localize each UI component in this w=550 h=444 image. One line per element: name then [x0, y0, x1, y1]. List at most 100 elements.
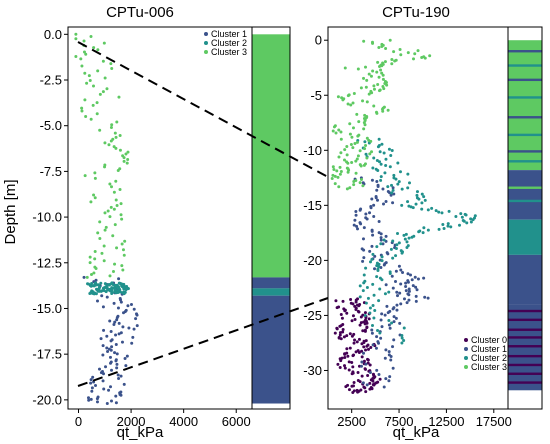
data-point — [121, 268, 125, 272]
data-point — [335, 306, 339, 310]
data-point — [117, 277, 121, 281]
data-point — [449, 225, 453, 229]
data-point — [113, 262, 117, 266]
data-point — [343, 352, 347, 356]
data-point — [114, 401, 118, 405]
x-tick-label: 2500 — [337, 414, 366, 429]
data-point — [355, 112, 359, 116]
data-point — [119, 331, 123, 335]
data-point — [343, 66, 347, 70]
data-point — [95, 397, 99, 401]
data-point — [362, 351, 366, 355]
data-point — [360, 355, 364, 359]
data-point — [362, 359, 366, 363]
data-point — [345, 187, 349, 191]
data-point — [375, 245, 379, 249]
x-axis-ticks: 2500 7500 12500 17500 — [337, 409, 512, 429]
data-point — [108, 215, 112, 219]
data-point — [111, 269, 115, 273]
data-point — [399, 53, 403, 57]
data-point — [352, 381, 356, 385]
data-point — [415, 193, 419, 197]
data-point — [105, 402, 109, 406]
data-point — [392, 315, 396, 319]
data-point — [410, 278, 414, 282]
data-point — [91, 103, 95, 107]
data-point — [382, 151, 386, 155]
y-tick-label: -5 — [310, 88, 322, 103]
data-point — [112, 145, 116, 149]
scatter-points — [330, 38, 477, 394]
data-point — [360, 360, 364, 364]
data-point — [388, 38, 392, 42]
data-point — [331, 165, 335, 169]
data-point — [356, 67, 360, 71]
data-point — [94, 278, 98, 282]
data-point — [101, 90, 105, 94]
data-point — [370, 244, 374, 248]
data-point — [357, 120, 361, 124]
data-point — [388, 375, 392, 379]
cluster-stripe — [508, 318, 542, 322]
y-tick-label: -12.5 — [32, 255, 62, 270]
data-point — [119, 202, 123, 206]
data-point — [102, 328, 106, 332]
legend-marker — [204, 32, 208, 36]
y-axis-ticks: 0 -5 -10 -15 -20 -25 -30 — [303, 33, 328, 378]
data-point — [366, 361, 370, 365]
data-point — [82, 50, 86, 54]
data-point — [89, 381, 93, 385]
cluster-stripe — [508, 160, 542, 163]
data-point — [375, 275, 379, 279]
data-point — [363, 314, 367, 318]
data-point — [89, 35, 93, 39]
data-point — [331, 173, 335, 177]
cluster-band — [508, 219, 542, 255]
data-point — [406, 280, 410, 284]
data-point — [95, 112, 99, 116]
data-point — [352, 91, 356, 95]
data-point — [113, 131, 117, 135]
data-point — [403, 237, 407, 241]
data-point — [103, 228, 107, 232]
data-point — [363, 386, 367, 390]
data-point — [397, 264, 401, 268]
data-point — [390, 58, 394, 62]
data-point — [366, 374, 370, 378]
data-point — [114, 394, 118, 398]
data-point — [89, 397, 93, 401]
data-point — [437, 227, 441, 231]
y-tick-label: -7.5 — [40, 164, 62, 179]
data-point — [406, 200, 410, 204]
data-point — [379, 68, 383, 72]
data-point — [108, 355, 112, 359]
data-point — [368, 311, 372, 315]
data-point — [330, 176, 334, 180]
data-point — [386, 311, 390, 315]
data-point — [116, 306, 120, 310]
data-point — [365, 383, 369, 387]
data-point — [392, 320, 396, 324]
data-point — [401, 271, 405, 275]
data-point — [384, 199, 388, 203]
data-point — [114, 359, 118, 363]
data-point — [352, 180, 356, 184]
data-point — [404, 232, 408, 236]
data-point — [366, 358, 370, 362]
data-point — [347, 360, 351, 364]
data-point — [377, 262, 381, 266]
data-point — [361, 237, 365, 241]
data-point — [364, 362, 368, 366]
data-point — [336, 95, 340, 99]
data-point — [353, 317, 357, 321]
data-point — [377, 89, 381, 93]
data-point — [94, 384, 98, 388]
data-point — [411, 57, 415, 61]
data-point — [415, 190, 419, 194]
data-point — [416, 277, 420, 281]
data-point — [378, 331, 382, 335]
data-point — [343, 364, 347, 368]
data-point — [130, 341, 134, 345]
legend-entry: Cluster 2 — [211, 38, 247, 48]
data-point — [395, 308, 399, 312]
